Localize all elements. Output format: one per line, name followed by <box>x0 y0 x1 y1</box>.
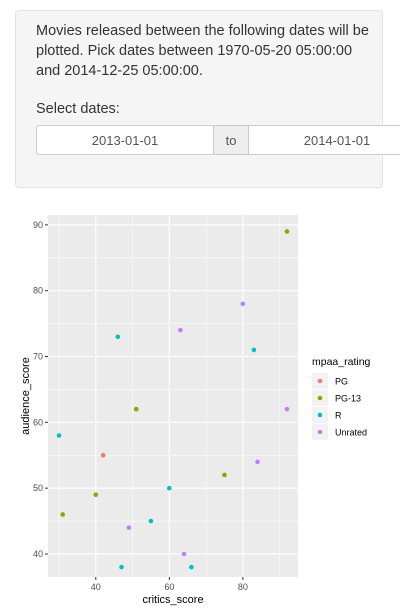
legend-swatch-unrated <box>317 429 323 435</box>
data-point-r <box>189 564 194 570</box>
data-point-r <box>115 334 121 340</box>
legend-swatch-pg <box>317 378 323 384</box>
legend-swatch-r <box>317 412 323 418</box>
data-point-unrated <box>284 406 290 412</box>
help-text: Movies released between the following da… <box>36 23 369 79</box>
data-point-pg-13 <box>284 229 290 234</box>
data-point-pg-13 <box>93 492 99 498</box>
y-tick-label: 70 <box>33 352 43 362</box>
date-range-input: to <box>36 125 400 155</box>
data-point-r <box>119 564 124 570</box>
x-tick-label: 60 <box>164 582 174 592</box>
y-tick-label: 50 <box>33 483 43 493</box>
data-point-unrated <box>240 301 246 307</box>
data-point-r <box>251 347 257 353</box>
legend-label: PG <box>335 377 348 387</box>
data-point-r <box>167 485 172 491</box>
x-tick-label: 80 <box>238 582 248 592</box>
data-point-unrated <box>126 525 132 530</box>
data-point-pg <box>100 452 106 458</box>
legend-label: R <box>335 411 342 421</box>
y-tick-label: 90 <box>33 220 43 230</box>
x-tick-label: 40 <box>91 582 101 592</box>
data-point-unrated <box>181 551 187 557</box>
data-point-unrated <box>255 459 260 465</box>
end-date-input[interactable] <box>248 125 400 155</box>
legend-label: Unrated <box>335 428 367 438</box>
plot-panel <box>48 215 298 577</box>
select-dates-label: Select dates: <box>36 101 120 117</box>
data-point-r <box>56 433 62 438</box>
y-tick-label: 60 <box>33 417 43 427</box>
scatter-plot: 40 60 80 40 50 60 70 80 90 critics_score audience_… <box>20 215 371 606</box>
legend-swatch-pg-13 <box>317 395 323 401</box>
start-date-input[interactable] <box>36 125 214 155</box>
y-tick-label: 40 <box>33 549 43 559</box>
data-point-r <box>148 518 154 524</box>
x-axis-title: critics_score <box>142 594 203 606</box>
legend-title: mpaa_rating <box>312 356 371 368</box>
data-point-pg-13 <box>60 512 66 517</box>
data-point-pg-13 <box>133 406 139 412</box>
y-tick-label: 80 <box>33 286 43 296</box>
data-point-unrated <box>178 327 183 333</box>
y-axis-title: audience_score <box>20 357 32 435</box>
date-filter-panel: Movies released between the following da… <box>15 10 400 188</box>
date-range-separator: to <box>214 125 248 155</box>
legend-label: PG-13 <box>335 394 361 404</box>
data-point-pg-13 <box>222 472 227 478</box>
